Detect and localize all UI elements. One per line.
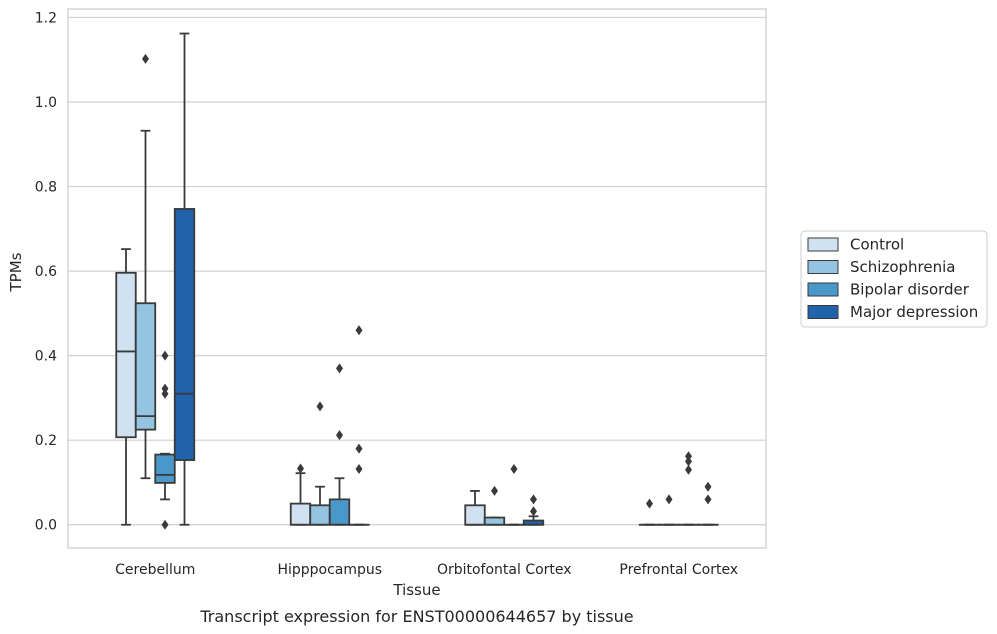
y-tick-label: 1.2 — [35, 10, 57, 26]
outlier-point — [491, 485, 498, 496]
outlier-point — [530, 494, 537, 505]
y-tick-label: 0.8 — [35, 180, 57, 196]
box-iqr — [289, 502, 312, 526]
box-iqr — [309, 504, 331, 526]
legend-swatch — [807, 282, 839, 297]
y-axis-title: TPMs — [7, 252, 25, 292]
outlier-point — [161, 519, 169, 530]
x-axis-title: Tissue — [392, 581, 440, 599]
outlier-point — [355, 325, 363, 336]
box-bipolar-disorder — [677, 451, 700, 526]
legend-swatch — [807, 260, 839, 274]
y-tick-label: 0.0 — [35, 518, 57, 534]
legend-swatch — [807, 305, 839, 319]
outlier-point — [297, 463, 304, 474]
box-groups — [115, 32, 719, 530]
chart-caption: Transcript expression for ENST0000064465… — [199, 607, 633, 626]
outlier-point — [530, 506, 537, 517]
outlier-point — [142, 53, 149, 64]
outlier-point — [355, 443, 363, 454]
box-iqr — [134, 302, 157, 431]
x-tick-label: Hipppocampus — [277, 562, 382, 578]
outlier-point — [355, 463, 363, 474]
outlier-point — [665, 494, 673, 505]
box-bipolar-disorder — [503, 463, 525, 526]
outlier-point — [510, 463, 518, 474]
box-schizophrenia — [483, 485, 506, 526]
legend: Control Schizophrenia Bipolar disorder Majo… — [800, 230, 988, 328]
legend-label: Bipolar disorder — [850, 281, 970, 299]
outlier-point — [704, 494, 712, 505]
x-tick-label: Orbitofontal Cortex — [437, 562, 572, 578]
legend-swatch — [807, 237, 839, 252]
outlier-point — [704, 481, 712, 492]
y-tick-label: 0.4 — [35, 349, 57, 365]
x-tick-labels: Cerebellum Hipppocampus Orbitofontal Corte… — [115, 562, 738, 578]
y-tick-label: 0.2 — [35, 433, 57, 449]
outlier-point — [336, 363, 343, 374]
box-iqr — [464, 504, 486, 526]
outlier-point — [316, 401, 324, 412]
box-major-depression — [522, 494, 545, 526]
plot-frame — [67, 8, 767, 549]
legend-frame — [800, 230, 988, 328]
box-iqr — [115, 271, 137, 439]
box-iqr — [328, 498, 351, 526]
box-control — [638, 498, 661, 526]
outlier-point — [161, 350, 169, 361]
outlier-point — [161, 383, 169, 394]
box-schizophrenia — [658, 494, 680, 526]
box-bipolar-disorder — [154, 350, 176, 530]
box-iqr — [173, 208, 196, 461]
box-schizophrenia — [134, 53, 157, 480]
box-control — [289, 463, 312, 526]
box-control — [464, 490, 486, 526]
box-schizophrenia — [309, 401, 331, 526]
outlier-point — [646, 498, 653, 509]
outlier-point — [161, 388, 169, 399]
legend-label: Schizophrenia — [850, 258, 955, 276]
box-iqr — [483, 516, 506, 526]
x-tick-label: Prefrontal Cortex — [619, 562, 738, 578]
y-tick-labels: 0.0 0.2 0.4 0.6 0.8 1.0 1.2 — [35, 10, 57, 533]
y-tick-label: 1.0 — [35, 95, 57, 111]
outlier-point — [685, 456, 692, 467]
legend-label: Control — [850, 236, 904, 254]
outlier-point — [685, 451, 692, 462]
box-iqr — [154, 453, 176, 484]
box-major-depression — [173, 32, 196, 526]
box-major-depression — [348, 325, 370, 526]
grid-lines — [68, 16, 766, 526]
legend-label: Major depression — [850, 303, 978, 321]
outlier-point — [336, 430, 343, 441]
outlier-point — [685, 464, 692, 475]
box-major-depression — [697, 481, 719, 526]
y-tick-label: 0.6 — [35, 264, 57, 280]
x-tick-label: Cerebellum — [115, 562, 195, 578]
box-control — [115, 248, 137, 526]
box-bipolar-disorder — [328, 363, 351, 526]
